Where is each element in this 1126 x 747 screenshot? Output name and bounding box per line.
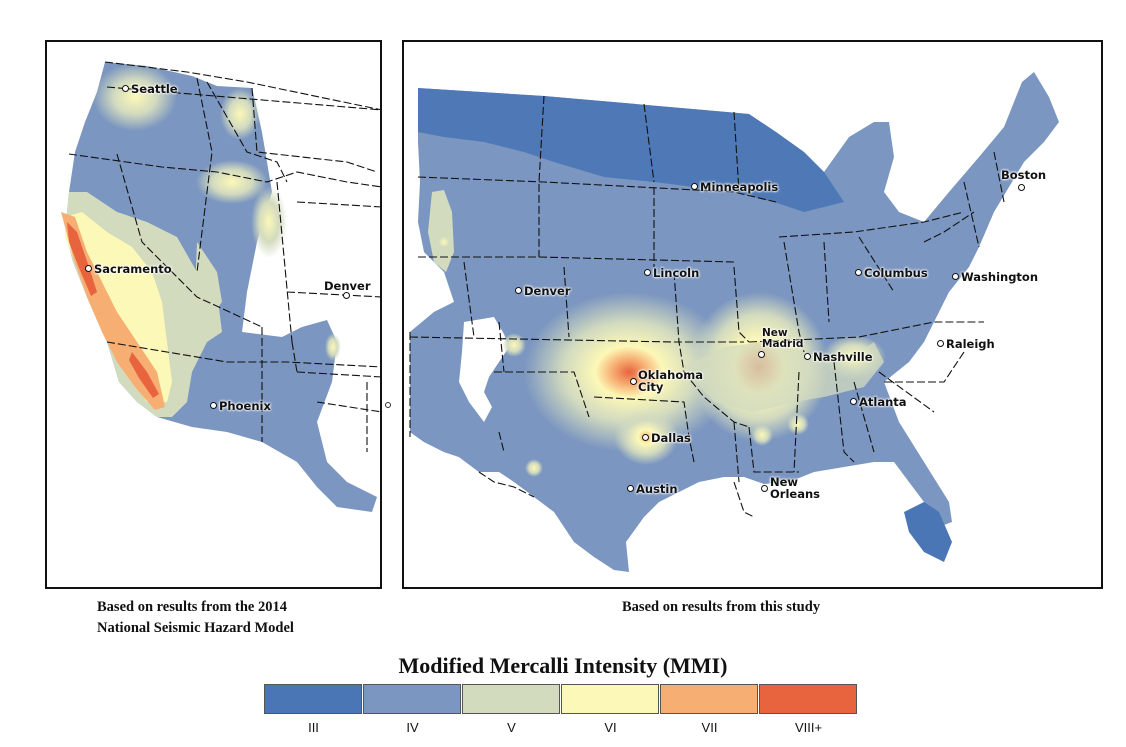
hazard-spot — [196, 160, 268, 204]
city-oklahoma-city: Oklahoma City — [638, 368, 703, 394]
legend-swatch-v — [462, 684, 560, 714]
state-boundaries — [409, 95, 1005, 518]
hazard-spot — [525, 459, 543, 477]
city-dallas: Dallas — [642, 432, 691, 444]
mmi-v-region — [428, 190, 454, 272]
west-caption: Based on results from the 2014 National … — [97, 599, 294, 636]
city-marker-icon — [642, 434, 649, 441]
city-marker-icon — [850, 398, 857, 405]
city-marker-icon — [804, 353, 811, 360]
legend-label-vii: VII — [701, 720, 718, 735]
legend-label-vi: VI — [604, 720, 617, 735]
hazard-spot — [751, 424, 773, 446]
hazard-spot — [220, 88, 260, 140]
legend-swatch-vii — [660, 684, 758, 714]
city-marker-icon — [758, 351, 765, 358]
mmi-viii-region — [67, 222, 97, 296]
oklahoma-hazard-zone — [524, 292, 734, 452]
city-marker-icon — [85, 265, 92, 272]
city-boston-marker — [1018, 182, 1027, 194]
legend-color-bar — [264, 684, 858, 715]
state-boundaries — [68, 61, 380, 452]
legend-label-iii: III — [308, 720, 319, 735]
seattle-hazard-zone — [93, 63, 177, 131]
city-columbus: Columbus — [855, 267, 928, 279]
city-marker-icon — [1018, 184, 1025, 191]
city-marker-icon — [122, 85, 129, 92]
mmi-viii-region — [129, 352, 159, 398]
city-denver-west: Denver — [324, 279, 371, 293]
east-map-panel: Minneapolis Boston Lincoln Columbus Wash… — [402, 40, 1103, 589]
city-new-madrid-marker — [758, 349, 767, 361]
hazard-spot — [787, 413, 809, 435]
city-sacramento: Sacramento — [85, 263, 172, 275]
city-marker-icon — [691, 183, 698, 190]
legend-title: Modified Mercalli Intensity (MMI) — [398, 653, 728, 678]
city-marker-icon — [627, 485, 634, 492]
east-caption: Based on results from this study — [622, 599, 821, 615]
legend-label-viii: VIII+ — [794, 720, 823, 735]
city-marker-icon — [937, 340, 944, 347]
city-new-madrid: New Madrid — [762, 327, 804, 350]
city-new-orleans-marker — [761, 483, 770, 495]
map-marker-icon — [385, 402, 391, 408]
city-marker-icon — [515, 287, 522, 294]
city-raleigh: Raleigh — [937, 338, 995, 350]
city-boston: Boston — [1001, 168, 1047, 182]
city-minneapolis: Minneapolis — [691, 181, 778, 193]
legend-swatch-viii — [759, 684, 857, 714]
city-denver: Denver — [515, 285, 571, 297]
city-lincoln: Lincoln — [644, 267, 699, 279]
hazard-spot — [434, 232, 454, 252]
mmi-v-region — [195, 242, 222, 322]
mmi-iii-region — [904, 502, 952, 562]
unmodeled-area — [459, 317, 509, 422]
east-hazard-map — [409, 72, 1059, 572]
hazard-spot — [325, 333, 341, 361]
west-map-panel — [45, 40, 382, 589]
city-new-orleans: New Orleans — [770, 475, 820, 501]
legend-swatch-iii — [264, 684, 362, 714]
city-marker-icon — [952, 273, 959, 280]
city-marker-icon — [644, 269, 651, 276]
city-marker-icon — [855, 269, 862, 276]
hazard-spot — [502, 333, 526, 357]
city-marker-icon — [630, 378, 637, 385]
city-marker-icon — [343, 292, 350, 299]
legend-labels: III IV V VI VII VIII+ — [264, 720, 858, 735]
city-marker-icon — [210, 402, 217, 409]
mmi-iii-region — [418, 88, 844, 212]
legend-label-v: V — [507, 720, 516, 735]
city-atlanta: Atlanta — [850, 396, 907, 408]
city-marker-icon — [761, 485, 768, 492]
city-nashville: Nashville — [804, 351, 873, 363]
legend-label-iv: IV — [406, 720, 419, 735]
city-denver-west-marker — [343, 290, 352, 302]
west-hazard-map — [61, 61, 380, 512]
city-washington: Washington — [952, 271, 1038, 283]
hazard-spot — [822, 335, 886, 379]
city-seattle: Seattle — [122, 83, 178, 95]
legend-swatch-iv — [363, 684, 461, 714]
city-oklahoma-city-marker — [630, 376, 639, 388]
city-phoenix: Phoenix — [210, 400, 271, 412]
city-austin: Austin — [627, 483, 678, 495]
hazard-spot — [251, 186, 287, 258]
legend-swatch-vi — [561, 684, 659, 714]
